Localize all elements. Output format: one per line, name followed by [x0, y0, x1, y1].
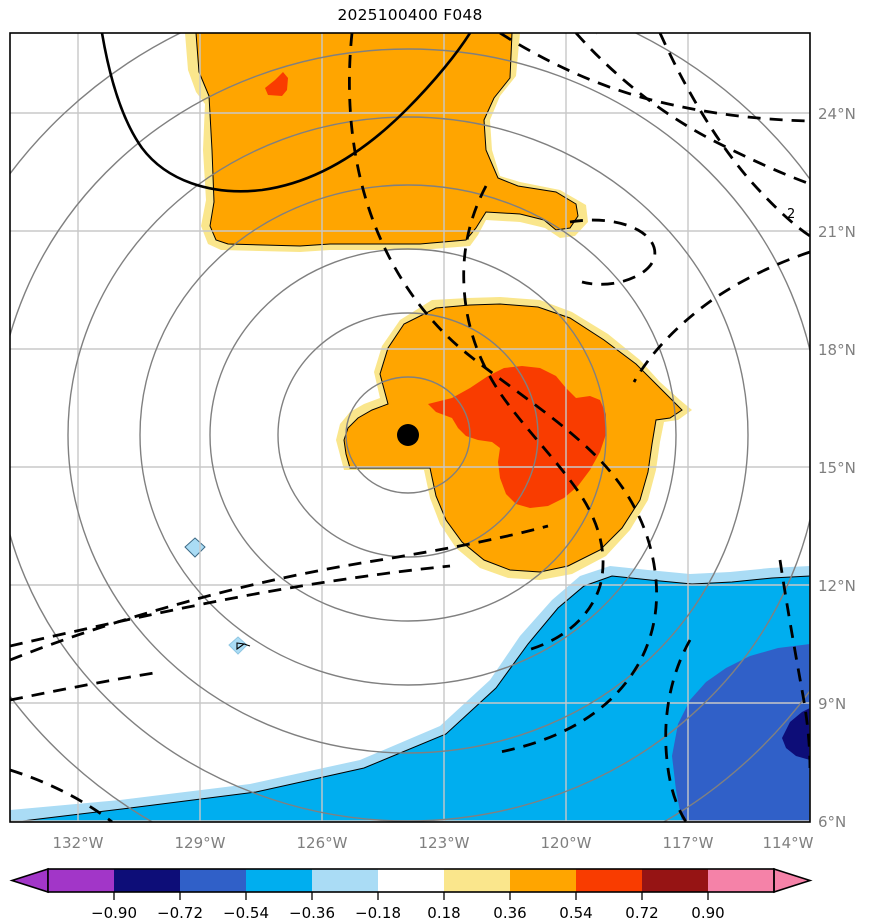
- colorbar-tick-2: −0.54: [223, 904, 269, 922]
- colorbar-ticks: [113, 892, 709, 900]
- colorbar-tick-9: 0.90: [691, 904, 724, 922]
- colorbar-tick-1: −0.72: [157, 904, 203, 922]
- colorbar-tick-3: −0.36: [289, 904, 335, 922]
- colorbar-band-0: [48, 869, 114, 892]
- y-tick-2: 18°N: [818, 341, 856, 359]
- colorbar-band-4: [312, 869, 378, 892]
- colorbar-tick-7: 0.54: [559, 904, 592, 922]
- contour-label-2: 2: [787, 207, 795, 222]
- contour-outline-central: [343, 303, 683, 573]
- y-tick-4: 12°N: [818, 577, 856, 595]
- colorbar-tick-8: 0.72: [625, 904, 658, 922]
- axes-frame: [9, 32, 811, 823]
- region-north-core-red: [265, 72, 288, 96]
- x-tick-5: 117°W: [663, 834, 714, 852]
- dashed-contour-lines: [10, 33, 810, 822]
- region-se-blue: [672, 644, 810, 822]
- colorbar[interactable]: −0.90 −0.72 −0.54 −0.36 −0.18 0.18 0.36 …: [9, 867, 813, 922]
- y-tick-0: 24°N: [818, 105, 856, 123]
- colorbar-tick-0: −0.90: [91, 904, 137, 922]
- colorbar-band-6: [444, 869, 510, 892]
- y-tick-1: 21°N: [818, 223, 856, 241]
- contour-outline-se: [13, 575, 810, 822]
- colorbar-band-9: [642, 869, 708, 892]
- colorbar-extend-under: [9, 867, 49, 894]
- x-tick-2: 126°W: [297, 834, 348, 852]
- grid-lines: [10, 33, 810, 822]
- colorbar-band-10: [708, 869, 774, 892]
- colorbar-band-7: [510, 869, 576, 892]
- page-title: 2025100400 F048: [337, 6, 483, 24]
- storm-center-marker[interactable]: [397, 424, 419, 446]
- y-tick-5: 9°N: [818, 695, 846, 713]
- y-tick-labels: 24°N 21°N 18°N 15°N 12°N 9°N 6°N: [818, 105, 856, 831]
- colorbar-band-2: [180, 869, 246, 892]
- region-central-core-red: [428, 366, 606, 508]
- x-tick-4: 120°W: [541, 834, 592, 852]
- range-rings: [10, 33, 810, 822]
- map-axes: 2: [9, 32, 811, 823]
- colorbar-tick-6: 0.36: [493, 904, 526, 922]
- x-tick-labels: 132°W 129°W 126°W 123°W 120°W 117°W 114°…: [53, 834, 814, 852]
- region-se-cyan: [14, 576, 810, 822]
- colorbar-tick-5: 0.18: [427, 904, 460, 922]
- x-tick-1: 129°W: [175, 834, 226, 852]
- colorbar-extend-over: [773, 867, 813, 894]
- colorbar-band-1: [114, 869, 180, 892]
- y-tick-3: 15°N: [818, 459, 856, 477]
- contour-tick-diamond-south: [236, 642, 251, 651]
- colorbar-band-5: [378, 869, 444, 892]
- x-tick-3: 123°W: [419, 834, 470, 852]
- colorbar-outline: [47, 868, 775, 893]
- filled-contours: [10, 33, 810, 822]
- y-tick-6: 6°N: [818, 813, 846, 831]
- contour-outline-north: [195, 33, 579, 247]
- colorbar-band-8: [576, 869, 642, 892]
- colorbar-band-3: [246, 869, 312, 892]
- colorbar-tick-4: −0.18: [355, 904, 401, 922]
- region-diamond-south: [228, 636, 248, 655]
- solid-contour-lines: [100, 33, 472, 193]
- region-se-navy: [782, 708, 810, 760]
- x-tick-0: 132°W: [53, 834, 104, 852]
- x-tick-6: 114°W: [763, 834, 814, 852]
